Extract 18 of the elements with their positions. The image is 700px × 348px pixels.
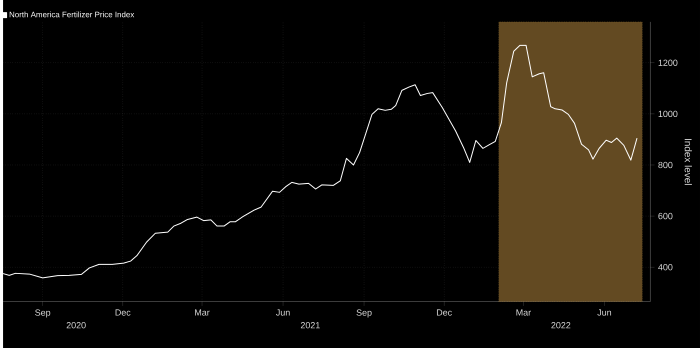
y-tick-label: 400	[658, 264, 672, 270]
x-tick-label: Mar	[516, 309, 531, 316]
line-series	[2, 44, 638, 278]
y-axis-title: Index level	[684, 138, 692, 185]
x-tick-label: Sep	[35, 309, 50, 318]
text: 2022	[551, 322, 570, 328]
y-tick-label: 1200	[658, 59, 678, 66]
y-tick-label: 800	[658, 162, 672, 168]
x-tick-label: Sep	[356, 309, 372, 318]
x-tick-label: Mar	[195, 309, 210, 316]
x-tick-label: Jun	[276, 309, 290, 316]
text: 2021	[300, 322, 320, 328]
x-tick-label: Jun	[597, 309, 612, 316]
x-tick-label: Dec	[116, 309, 131, 316]
y-tick-label: 600	[658, 212, 672, 220]
x-tick-label: Dec	[436, 309, 452, 316]
y-tick-label: 1000	[658, 110, 678, 117]
text: 2020	[66, 322, 86, 328]
